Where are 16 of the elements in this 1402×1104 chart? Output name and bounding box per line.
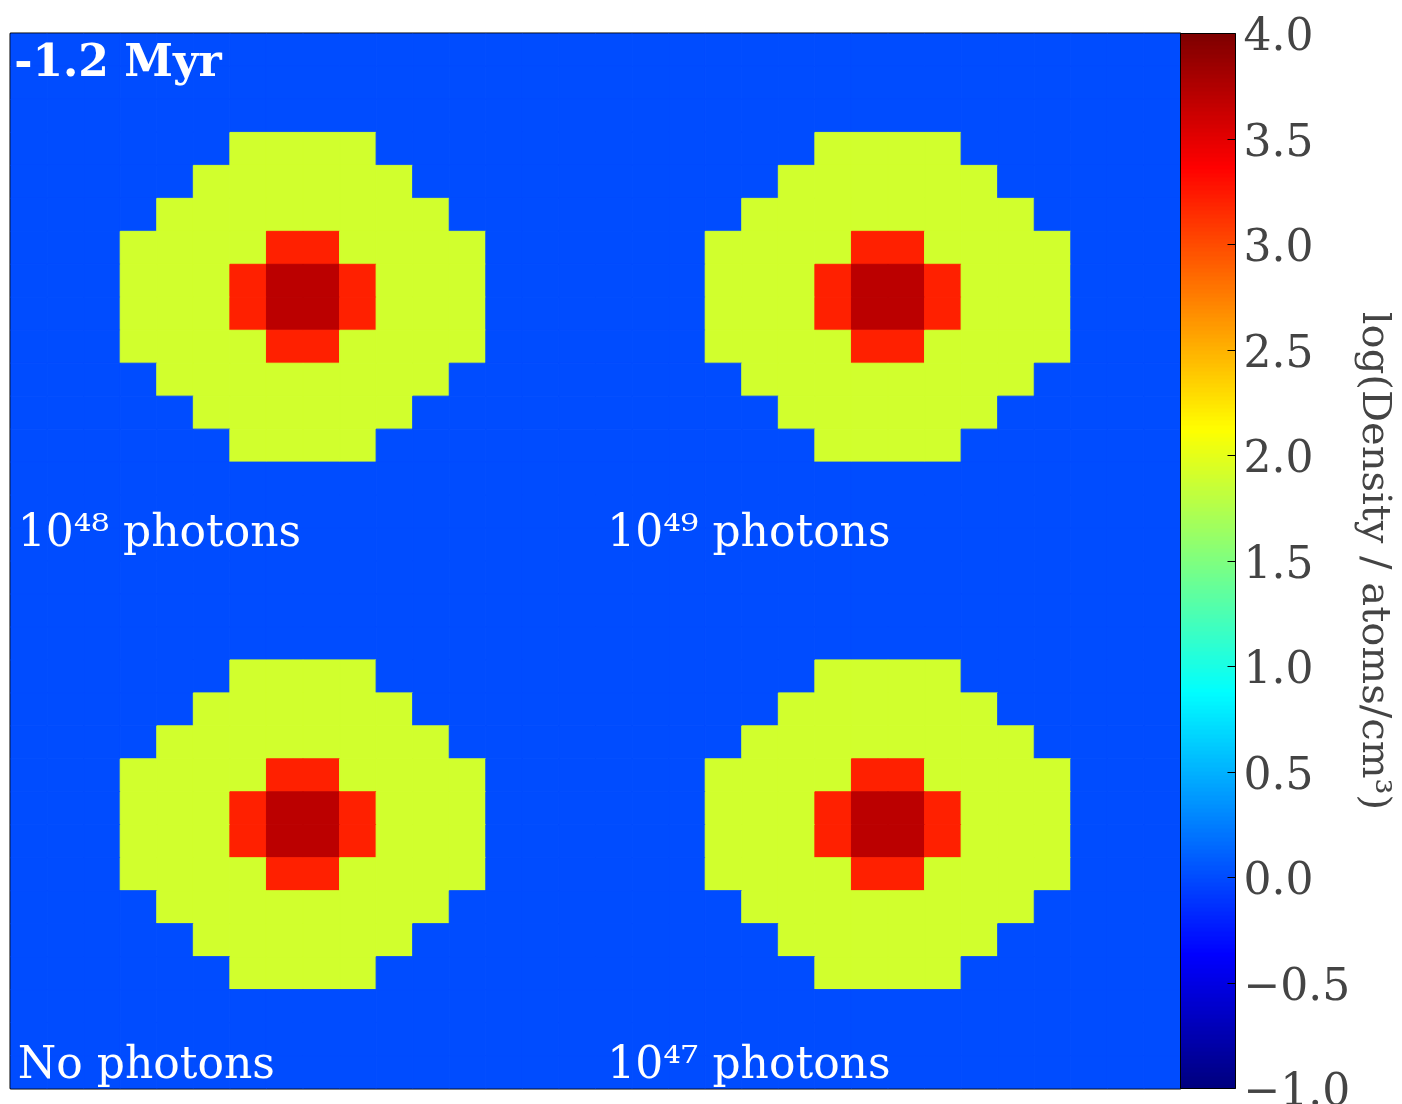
annotation: 10⁴⁷ photons	[607, 1036, 891, 1088]
annotation: 10⁴⁹ photons	[607, 504, 891, 556]
color-bar-label: 3.5	[1243, 114, 1314, 166]
color-bar-label: 0.5	[1243, 747, 1314, 799]
color-bar-label: 3.0	[1243, 220, 1314, 271]
color-bar-label: 2.0	[1243, 431, 1314, 482]
color-bar-label: 2.5	[1243, 325, 1314, 377]
color-bar-label: 1.0	[1243, 642, 1314, 693]
color-bar-label: 4.0	[1243, 9, 1314, 60]
color-bar-label: −0.5	[1243, 958, 1351, 1010]
annotation: 10⁴⁸ photons	[17, 504, 302, 556]
annotation: No photons	[17, 1036, 275, 1088]
annotation: -1.2 Myr	[14, 35, 223, 87]
color-bar-label: 1.5	[1243, 536, 1314, 588]
color-bar-title: log(Density / atoms/cm³)	[1353, 311, 1400, 811]
color-bar-label: 0.0	[1243, 853, 1314, 904]
